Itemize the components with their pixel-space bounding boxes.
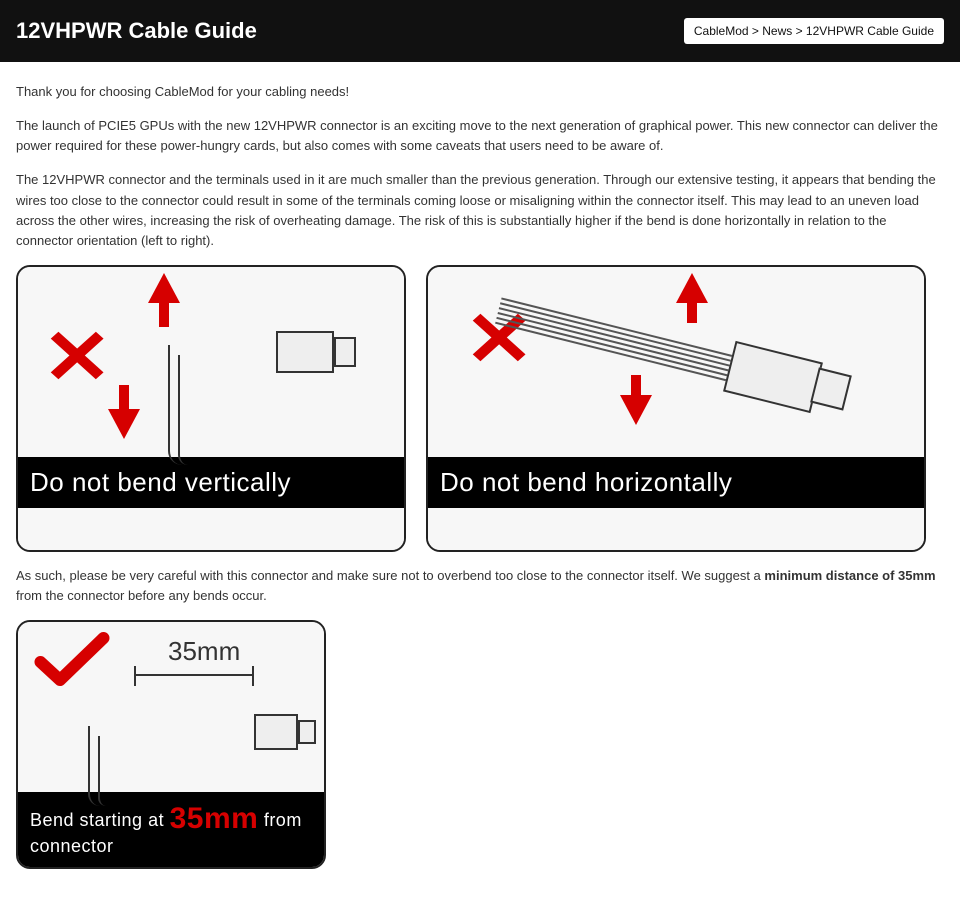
connector-tip bbox=[334, 337, 356, 367]
arrow-up-stem bbox=[687, 301, 697, 323]
arrow-up-icon bbox=[148, 273, 180, 303]
diagram-vertical: ✕ bbox=[18, 267, 404, 457]
connector-tip bbox=[810, 367, 852, 410]
caption-horizontal: Do not bend horizontally bbox=[428, 457, 924, 508]
panel-no-vertical-bend: ✕ Do not bend vertically bbox=[16, 265, 406, 552]
correct-panel-row: 35mm Bend starting at 35mm from connecto… bbox=[16, 620, 944, 869]
warning-panels-row: ✕ Do not bend vertically ✕ bbox=[16, 265, 944, 552]
connector bbox=[254, 714, 298, 750]
intro-p2: The launch of PCIE5 GPUs with the new 12… bbox=[16, 116, 944, 156]
breadcrumb[interactable]: CableMod > News > 12VHPWR Cable Guide bbox=[684, 18, 944, 44]
check-icon bbox=[32, 632, 112, 697]
arrow-up-stem bbox=[159, 301, 169, 327]
diagram-distance: 35mm bbox=[18, 622, 324, 792]
arrow-down-icon bbox=[108, 409, 140, 439]
content: Thank you for choosing CableMod for your… bbox=[0, 62, 960, 903]
connector-tip bbox=[298, 720, 316, 744]
arrow-down-stem bbox=[119, 385, 129, 411]
page-title: 12VHPWR Cable Guide bbox=[16, 18, 257, 44]
cable-elbow-inner bbox=[178, 355, 278, 465]
connector bbox=[276, 331, 334, 373]
mid-bold: minimum distance of 35mm bbox=[764, 568, 935, 583]
intro-p3: The 12VHPWR connector and the terminals … bbox=[16, 170, 944, 251]
mid-post: from the connector before any bends occu… bbox=[16, 588, 267, 603]
panel-no-horizontal-bend: ✕ Do not bend horizontally bbox=[426, 265, 926, 552]
distance-label: 35mm bbox=[168, 636, 240, 667]
arrow-up-icon bbox=[676, 273, 708, 303]
distance-bar bbox=[134, 674, 254, 676]
connector bbox=[723, 341, 823, 413]
panel-correct-distance: 35mm Bend starting at 35mm from connecto… bbox=[16, 620, 326, 869]
caption-distance-value: 35mm bbox=[170, 802, 259, 835]
arrow-down-icon bbox=[620, 395, 652, 425]
arrow-down-stem bbox=[631, 375, 641, 397]
mid-paragraph: As such, please be very careful with thi… bbox=[16, 566, 944, 606]
below-horizontal bbox=[428, 508, 924, 550]
below-vertical bbox=[18, 508, 404, 550]
mid-pre: As such, please be very careful with thi… bbox=[16, 568, 764, 583]
diagram-horizontal: ✕ bbox=[428, 267, 924, 457]
x-icon: ✕ bbox=[42, 319, 112, 395]
page-header: 12VHPWR Cable Guide CableMod > News > 12… bbox=[0, 0, 960, 62]
intro-p1: Thank you for choosing CableMod for your… bbox=[16, 82, 944, 102]
caption-distance-pre: Bend starting at bbox=[30, 810, 170, 830]
